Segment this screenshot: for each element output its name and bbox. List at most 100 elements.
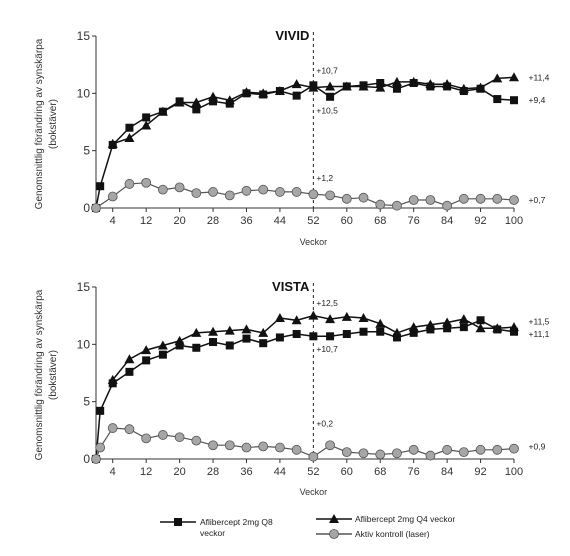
- data-point-circle: [358, 448, 369, 459]
- y-tick-label: 5: [83, 395, 90, 409]
- x-tick-label: 44: [274, 466, 286, 478]
- data-point-triangle: [241, 324, 252, 334]
- x-tick-label: 84: [441, 466, 453, 478]
- data-point-triangle: [375, 82, 386, 92]
- data-point-square: [342, 330, 351, 339]
- series-line-square: [95, 319, 515, 460]
- data-point-triangle: [224, 95, 235, 105]
- data-point-circle: [275, 187, 285, 197]
- data-point-circle: [492, 444, 503, 455]
- data-point-circle: [191, 435, 202, 446]
- y-axis-title-unit: (bokstäver): [48, 350, 59, 400]
- data-point-triangle: [241, 87, 252, 97]
- data-point-triangle: [291, 315, 302, 325]
- data-point-square: [292, 91, 301, 100]
- data-point-triangle: [208, 91, 219, 101]
- value-annotation: +0,9: [529, 441, 546, 451]
- data-point-triangle: [341, 311, 352, 321]
- data-point-circle: [475, 444, 486, 455]
- data-point-circle: [458, 193, 469, 204]
- x-tick-label: 100: [505, 466, 523, 478]
- data-point-triangle: [458, 314, 469, 324]
- data-point-circle: [157, 430, 168, 440]
- y-tick-label: 0: [83, 452, 90, 466]
- data-point-triangle: [191, 327, 202, 337]
- data-point-triangle: [174, 335, 185, 345]
- data-point-circle: [341, 193, 352, 204]
- data-point-circle: [208, 187, 218, 197]
- data-point-triangle: [157, 340, 168, 350]
- data-point-square: [142, 356, 151, 365]
- data-point-square: [158, 350, 167, 359]
- data-point-circle: [425, 195, 436, 205]
- x-tick-label: 12: [140, 466, 152, 478]
- data-point-circle: [124, 179, 135, 189]
- data-point-triangle: [442, 79, 453, 89]
- data-point-circle: [141, 433, 152, 444]
- data-point-triangle: [274, 86, 285, 96]
- data-point-square: [96, 182, 105, 191]
- data-point-circle: [107, 191, 118, 202]
- data-point-circle: [124, 424, 135, 435]
- data-point-square: [209, 97, 218, 106]
- y-axis-title: Genomsnittlig förändring av synskärpa: [34, 38, 45, 209]
- data-point-square: [209, 338, 218, 347]
- data-point-triangle: [425, 79, 436, 89]
- y-axis-title: Genomsnittlig förändring av synskärpa: [34, 289, 45, 460]
- data-point-triangle: [509, 72, 519, 82]
- data-point-circle: [275, 442, 285, 453]
- x-tick-label: 100: [505, 215, 523, 227]
- value-annotation: +11,1: [529, 329, 550, 339]
- data-point-square: [192, 343, 201, 352]
- data-point-square: [125, 123, 134, 132]
- data-point-square: [409, 328, 418, 337]
- data-point-triangle: [475, 323, 486, 333]
- data-point-triangle: [442, 317, 453, 327]
- x-tick-label: 60: [341, 215, 353, 227]
- data-point-circle: [191, 188, 202, 198]
- data-point-triangle: [141, 345, 152, 355]
- data-point-square: [493, 95, 502, 104]
- data-point-triangle: [425, 319, 436, 329]
- data-point-circle: [174, 432, 185, 443]
- data-point-square: [426, 325, 435, 334]
- data-point-triangle: [308, 310, 319, 320]
- x-tick-label: 92: [474, 215, 486, 227]
- data-point-circle: [208, 440, 218, 451]
- data-point-circle: [375, 199, 386, 210]
- data-point-triangle: [475, 82, 486, 92]
- data-point-square: [359, 327, 368, 336]
- data-point-circle: [509, 443, 519, 454]
- data-point-triangle: [274, 312, 285, 322]
- data-point-circle: [91, 203, 101, 213]
- y-tick-label: 15: [77, 280, 91, 294]
- data-point-circle: [425, 450, 436, 461]
- data-point-circle: [241, 185, 252, 196]
- value-annotation: +10,7: [316, 65, 338, 75]
- data-point-square: [225, 341, 234, 350]
- x-tick-label: 52: [307, 215, 319, 227]
- data-point-square: [309, 332, 318, 341]
- x-tick-label: 92: [474, 466, 486, 478]
- data-point-circle: [325, 190, 335, 201]
- x-tick-label: 4: [110, 466, 116, 478]
- data-point-circle: [392, 200, 402, 211]
- value-annotation: +0,2: [316, 418, 333, 428]
- chart-title: VIVID: [275, 28, 309, 43]
- x-tick-label: 28: [207, 466, 219, 478]
- x-tick-label: 52: [307, 466, 319, 478]
- data-point-square: [192, 105, 201, 114]
- data-point-triangle: [107, 374, 118, 384]
- y-tick-label: 5: [83, 144, 90, 158]
- value-annotation: +9,4: [529, 95, 546, 105]
- data-point-circle: [408, 195, 419, 205]
- data-point-circle: [458, 447, 469, 458]
- data-point-triangle: [258, 88, 269, 98]
- data-point-square: [242, 334, 251, 343]
- legend-marker-circle: [329, 529, 339, 539]
- data-point-circle: [392, 448, 402, 459]
- data-point-square: [376, 327, 385, 336]
- data-point-triangle: [191, 97, 202, 107]
- chart-title: VISTA: [272, 279, 310, 294]
- data-point-triangle: [492, 73, 503, 83]
